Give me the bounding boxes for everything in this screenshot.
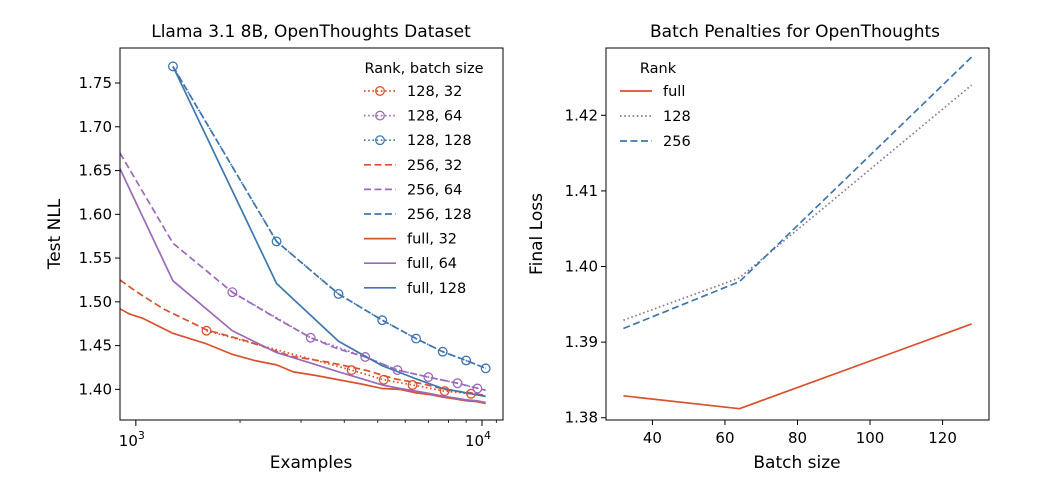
chart-right-legend-title: Rank [640, 61, 677, 77]
chart-left-legend-label-full-32: full, 32 [407, 232, 457, 248]
chart-right-legend-label-full: full [663, 84, 685, 100]
chart-right-y-tick-label: 1.40 [565, 258, 598, 276]
chart-right-ylabel: Final Loss [527, 193, 547, 275]
chart-left: Llama 3.1 8B, OpenThoughts Dataset 1.40 1… [45, 22, 504, 473]
chart-left-series-128-32-point [346, 365, 357, 376]
chart-left-legend-title: Rank, batch size [364, 61, 483, 77]
tick-base: 10 [119, 432, 138, 450]
chart-left-series-128-32-point [378, 374, 389, 385]
chart-left-x-tick-label: 103 [119, 429, 145, 450]
chart-left-title: Llama 3.1 8B, OpenThoughts Dataset [151, 22, 471, 42]
chart-right-series-256-line [623, 56, 973, 330]
chart-right-series-full-line [623, 323, 972, 410]
chart-left-y-tick-label: 1.60 [79, 205, 112, 223]
chart-left-legend-label-full-128: full, 128 [407, 281, 466, 297]
chart-right-y-tick-label: 1.41 [565, 182, 598, 200]
chart-left-series-128-128-point [271, 236, 282, 247]
chart-right-x-tick-label: 120 [928, 429, 957, 447]
chart-left-series-full-64-line [120, 168, 486, 404]
chart-right-legend-label-128: 128 [663, 109, 691, 125]
chart-left-ylabel: Test NLL [45, 198, 65, 270]
chart-left-series-128-32-line [206, 329, 472, 395]
chart-left-y-tick-label: 1.40 [79, 380, 112, 398]
chart-right-x-tick-label: 60 [715, 429, 734, 447]
chart-left-series-128-64-point [423, 372, 434, 383]
chart-left-series-128-128-point [167, 61, 178, 72]
chart-right-x-tick-label: 40 [643, 429, 662, 447]
chart-left-series-128-128-point [411, 333, 422, 344]
chart-right-plot-frame [605, 47, 990, 421]
chart-right-y-tick-label: 1.38 [565, 409, 598, 427]
chart-left-legend-marker-128-64 [375, 110, 385, 121]
chart-left-x-tick-label: 104 [465, 429, 491, 450]
chart-left-y-tick-label: 1.55 [79, 249, 112, 267]
chart-left-y-tick-label: 1.50 [79, 293, 112, 311]
chart-right-xlabel: Batch size [753, 453, 840, 473]
chart-left-series-128-32-point [466, 388, 477, 399]
chart-left-series-full-128-line [172, 66, 486, 398]
chart-left-xlabel: Examples [270, 453, 353, 473]
chart-right-y-tick-label: 1.39 [565, 333, 598, 351]
chart-left-series-128-128-point [333, 289, 344, 299]
chart-right-x-tick-label: 100 [856, 429, 885, 447]
chart-right-title: Batch Penalties for OpenThoughts [650, 22, 940, 42]
chart-left-series-128-64-point [305, 332, 316, 343]
chart-right-y-tick-label: 1.42 [565, 106, 598, 124]
chart-left-legend-label-256-32: 256, 32 [407, 158, 462, 174]
chart-left-legend-label-128-128: 128, 128 [407, 133, 472, 149]
chart-left-series-128-128-point [437, 346, 448, 357]
chart-left-legend-label-full-64: full, 64 [407, 256, 457, 272]
chart-left-y-tick-label: 1.65 [79, 162, 112, 180]
chart-left-series-128-128-point [377, 315, 388, 326]
tick-base: 10 [465, 432, 484, 450]
chart-left-series-full-32-line [120, 308, 486, 405]
chart-left-legend-label-128-64: 128, 64 [407, 109, 462, 125]
chart-right-legend: Rank full 128 256 [620, 61, 691, 150]
chart-left-series-128-128-point [461, 355, 472, 366]
chart-left-legend-marker-128-32 [375, 86, 385, 96]
chart-left-series-128-64-line [231, 291, 478, 390]
chart-left-series-128-32-point [407, 380, 418, 390]
tick-exponent: 3 [138, 429, 145, 442]
chart-left-y-tick-label: 1.45 [79, 337, 112, 355]
chart-left-series-128-128-point [480, 363, 491, 374]
chart-left-y-tick-label: 1.70 [79, 118, 112, 136]
chart-left-series-128-64-point [392, 365, 403, 376]
chart-left-y-tick-label: 1.75 [79, 74, 112, 92]
chart-right-legend-label-256: 256 [663, 134, 691, 150]
chart-left-legend-marker-128-128 [375, 135, 385, 146]
chart-left-legend-label-128-32: 128, 32 [407, 84, 462, 100]
chart-left-series-128-32-point [439, 386, 450, 397]
chart-right-series-128-line [623, 84, 973, 321]
chart-left-series-128-64-point [360, 352, 371, 362]
chart-left-legend-label-256-64: 256, 64 [407, 182, 462, 198]
chart-left-series-128-64-point [452, 378, 463, 389]
chart-left-series-128-64-point [227, 287, 238, 298]
chart-right-x-tick-label: 80 [788, 429, 807, 447]
chart-left-series-128-64-point [472, 383, 483, 394]
chart-right: Batch Penalties for OpenThoughts 1.38 1.3… [527, 22, 990, 473]
tick-exponent: 4 [484, 429, 491, 442]
chart-left-legend: Rank, batch size 128, 32 128, 64 128, 128 2… [364, 61, 484, 297]
chart-left-legend-label-256-128: 256, 128 [407, 207, 472, 223]
chart-left-series-128-32-point [201, 325, 212, 336]
chart-left-plot-frame [119, 47, 504, 421]
